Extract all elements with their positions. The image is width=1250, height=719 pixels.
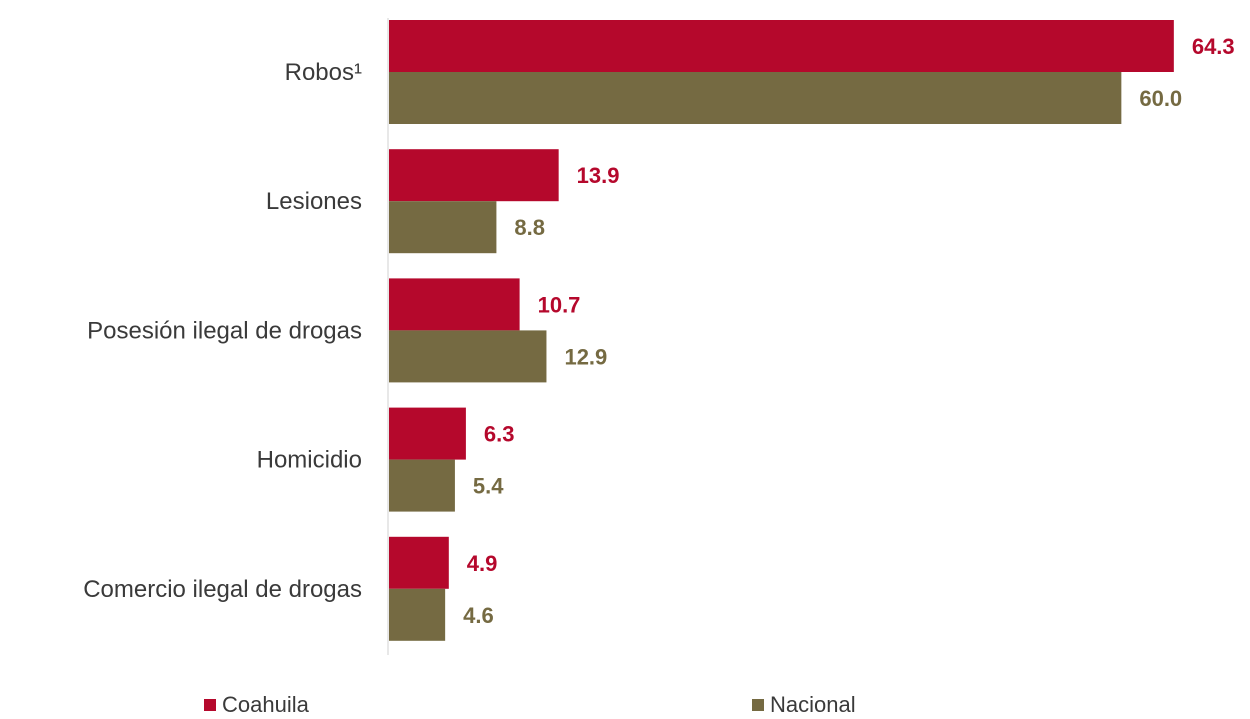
value-label-coahuila-posesion-ilegal-de-drogas: 10.7 (538, 292, 581, 317)
value-label-nacional-robos: 60.0 (1139, 86, 1182, 111)
bar-nacional-robos (389, 72, 1122, 124)
category-label-lesiones: Lesiones (266, 188, 362, 215)
value-label-coahuila-lesiones: 13.9 (577, 163, 620, 188)
value-label-nacional-posesion-ilegal-de-drogas: 12.9 (564, 344, 607, 369)
category-label-comercio-ilegal-de-drogas: Comercio ilegal de drogas (83, 576, 362, 603)
legend: Coahuila Nacional (0, 692, 1250, 718)
bar-coahuila-homicidio (389, 407, 466, 460)
value-label-nacional-comercio-ilegal-de-drogas: 4.6 (463, 603, 494, 628)
value-label-coahuila-homicidio: 6.3 (484, 422, 515, 447)
bar-nacional-homicidio (389, 459, 455, 512)
legend-label-nacional: Nacional (770, 692, 856, 717)
legend-swatch-coahuila (204, 699, 216, 711)
legend-swatch-nacional (752, 699, 764, 711)
bar-nacional-lesiones (389, 201, 497, 254)
legend-item-nacional: Nacional (752, 692, 856, 718)
value-label-coahuila-robos: 64.3 (1192, 34, 1235, 59)
legend-label-coahuila: Coahuila (222, 692, 309, 717)
value-label-coahuila-comercio-ilegal-de-drogas: 4.9 (467, 551, 498, 576)
value-label-nacional-lesiones: 8.8 (514, 215, 545, 240)
bar-nacional-comercio-ilegal-de-drogas (389, 588, 446, 641)
labels-layer: Robos¹ 64.3 60.0 Lesiones 13.9 8.8 Posesión il… (83, 34, 1234, 628)
category-label-posesion-ilegal-de-drogas: Posesión ilegal de drogas (87, 317, 362, 344)
bar-coahuila-comercio-ilegal-de-drogas (389, 536, 449, 589)
category-label-homicidio: Homicidio (257, 447, 362, 474)
bars-layer (389, 20, 1174, 641)
bar-coahuila-lesiones (389, 149, 559, 202)
category-label-robos: Robos¹ (285, 59, 362, 86)
bar-nacional-posesion-ilegal-de-drogas (389, 330, 547, 383)
bar-coahuila-posesion-ilegal-de-drogas (389, 278, 520, 331)
value-label-nacional-homicidio: 5.4 (473, 474, 504, 499)
legend-item-coahuila: Coahuila (204, 692, 309, 718)
bar-coahuila-robos (389, 20, 1174, 72)
